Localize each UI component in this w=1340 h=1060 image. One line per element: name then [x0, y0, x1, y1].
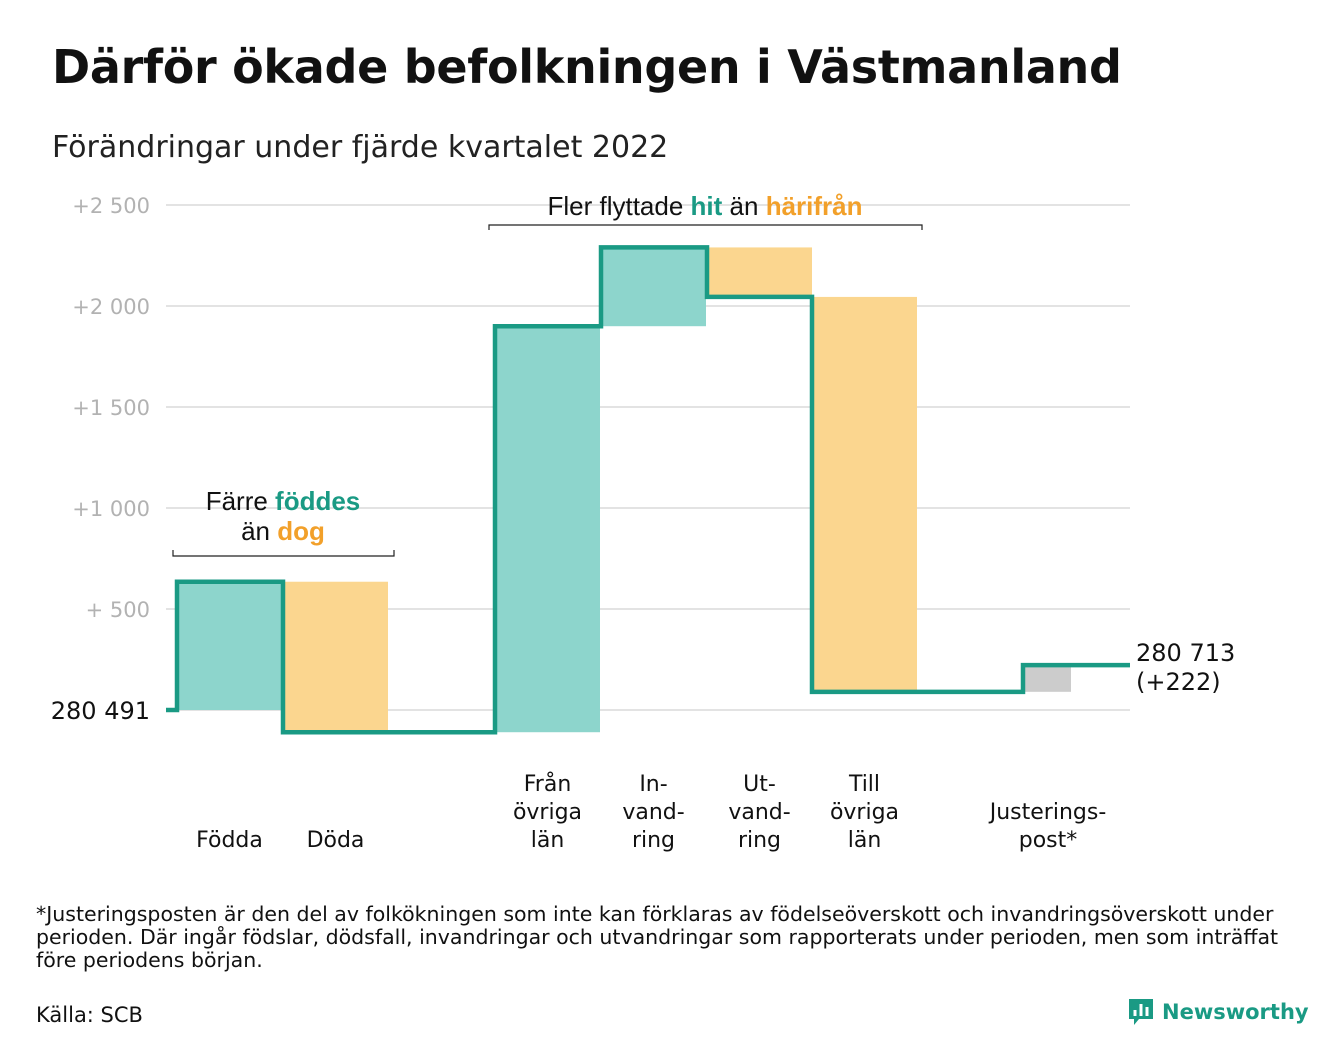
annotation-part: än [722, 191, 765, 221]
category-label: Till [848, 772, 880, 797]
category-label: Ut- [743, 772, 776, 797]
waterfall-chart: + 500 +1 000 +1 500 +2 000 +2 500 280 491 280 … [51, 191, 1236, 853]
brand-logo: Newsworthy [1128, 998, 1309, 1026]
annotation-part: Fler flyttade [547, 191, 690, 221]
end-value-label: 280 713 [1136, 639, 1235, 667]
footnote: *Justeringsposten är den del av folkökni… [36, 902, 1279, 972]
end-change-label: (+222) [1136, 668, 1221, 696]
waterfall-bar [495, 326, 600, 733]
cumulative-step-line [166, 245, 1130, 735]
annotation-part: Färre [206, 486, 275, 516]
annotation-text: Färre föddes [206, 486, 361, 516]
source-label: Källa: SCB [36, 1003, 143, 1027]
annotation-part: hit [691, 191, 723, 221]
y-tick-label: +2 000 [72, 295, 150, 319]
category-label: Födda [196, 828, 263, 853]
newsworthy-logo-icon [1129, 999, 1153, 1025]
waterfall-bar [177, 581, 282, 710]
category-label: Justerings- [988, 800, 1107, 825]
chart-subtitle: Förändringar under fjärde kvartalet 2022 [52, 130, 669, 165]
waterfall-bar [1023, 665, 1071, 692]
category-label: post* [1019, 828, 1078, 853]
annotation-text: än dog [241, 516, 325, 546]
annotation-part: härifrån [766, 191, 863, 221]
y-tick-label: +1 000 [72, 497, 150, 521]
annotation-bracket [488, 224, 923, 230]
category-label: Från [524, 771, 572, 797]
annotation-text: Fler flyttade hit än härifrån [547, 191, 862, 221]
y-tick-label: + 500 [86, 598, 150, 622]
y-tick-label: +2 500 [72, 194, 150, 218]
category-label: län [531, 828, 565, 853]
start-value-label: 280 491 [51, 697, 150, 725]
category-label: vand- [728, 800, 790, 825]
category-label: ring [632, 828, 675, 853]
waterfall-bar [601, 247, 706, 327]
category-label: ring [738, 828, 781, 853]
category-label: övriga [513, 800, 582, 825]
chart-title: Därför ökade befolkningen i Västmanland [52, 40, 1122, 94]
waterfall-bar [283, 581, 388, 733]
y-tick-label: +1 500 [72, 396, 150, 420]
waterfall-bar [707, 247, 812, 297]
annotation-bracket [172, 550, 395, 557]
brand-name: Newsworthy [1162, 1000, 1309, 1024]
annotation-part: dog [277, 516, 325, 546]
category-label: In- [639, 772, 667, 797]
category-label: län [848, 828, 882, 853]
category-label: övriga [830, 800, 899, 825]
category-label: Döda [307, 828, 365, 853]
annotation-part: än [241, 516, 277, 546]
annotation-part: föddes [275, 486, 360, 516]
waterfall-bar [812, 296, 917, 692]
category-label: vand- [622, 800, 684, 825]
